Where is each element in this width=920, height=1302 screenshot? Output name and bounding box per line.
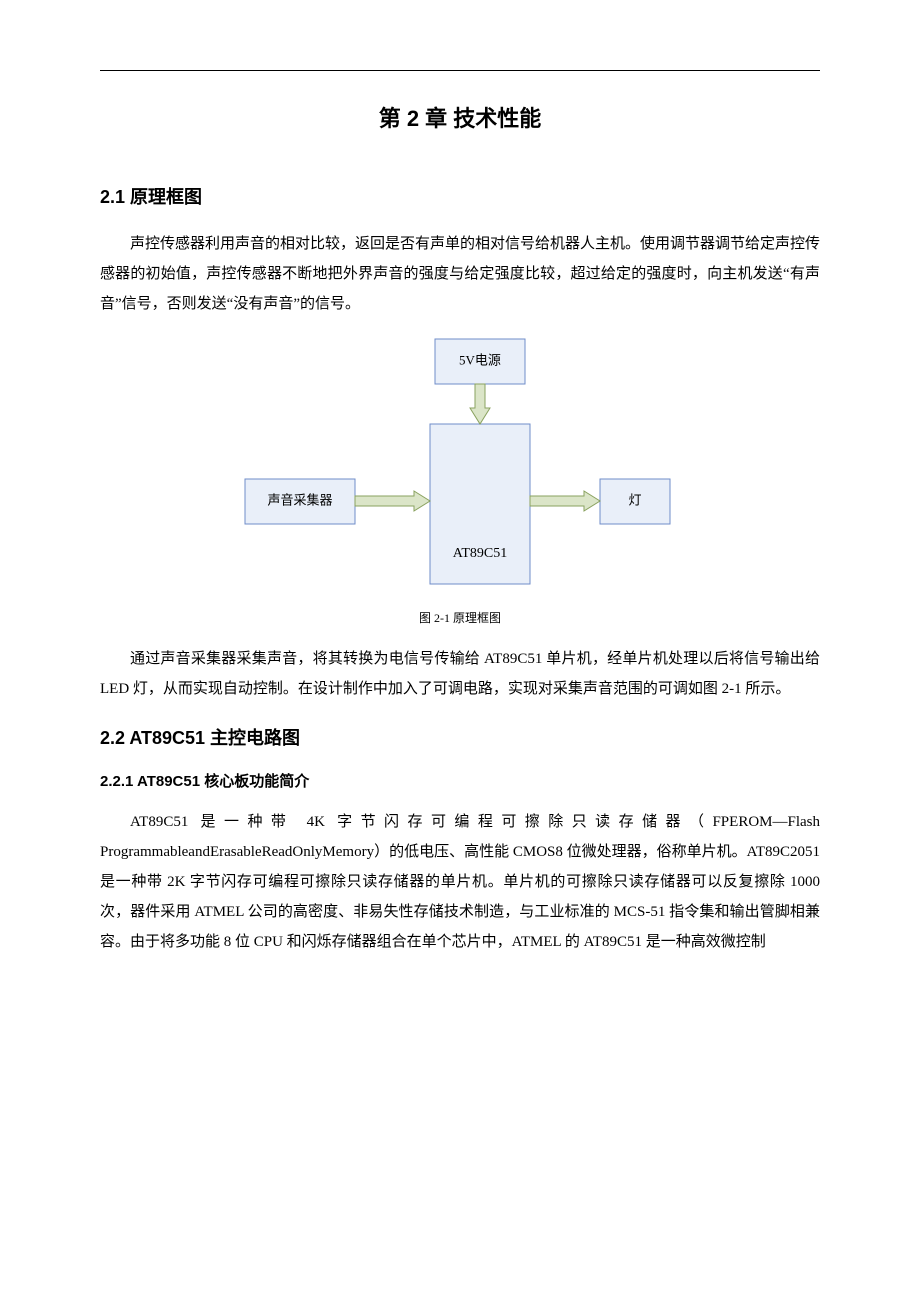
svg-text:灯: 灯 [628, 492, 641, 507]
chapter-title: 第 2 章 技术性能 [100, 101, 820, 133]
rule-top [100, 70, 820, 71]
heading-2-1: 2.1 原理框图 [100, 183, 820, 209]
figure-2-1: 5V电源声音采集器 AT89C51 灯 [100, 329, 820, 599]
svg-text:5V电源: 5V电源 [459, 352, 501, 367]
svg-text:AT89C51: AT89C51 [453, 546, 507, 561]
para-2-2-1-a: AT89C51 是一种带 4K 字节闪存可编程可擦除只读存储器（FPEROM—F… [100, 807, 820, 957]
diagram-svg: 5V电源声音采集器 AT89C51 灯 [205, 329, 715, 599]
para-2-1-b: 通过声音采集器采集声音，将其转换为电信号传输给 AT89C51 单片机，经单片机… [100, 644, 820, 704]
svg-text:声音采集器: 声音采集器 [267, 492, 332, 507]
para-2-1-a: 声控传感器利用声音的相对比较，返回是否有声单的相对信号给机器人主机。使用调节器调… [100, 229, 820, 319]
page: 第 2 章 技术性能 2.1 原理框图 声控传感器利用声音的相对比较，返回是否有… [0, 0, 920, 1025]
figure-2-1-caption: 图 2-1 原理框图 [100, 609, 820, 626]
heading-2-2: 2.2 AT89C51 主控电路图 [100, 724, 820, 750]
heading-2-2-1: 2.2.1 AT89C51 核心板功能简介 [100, 770, 820, 791]
